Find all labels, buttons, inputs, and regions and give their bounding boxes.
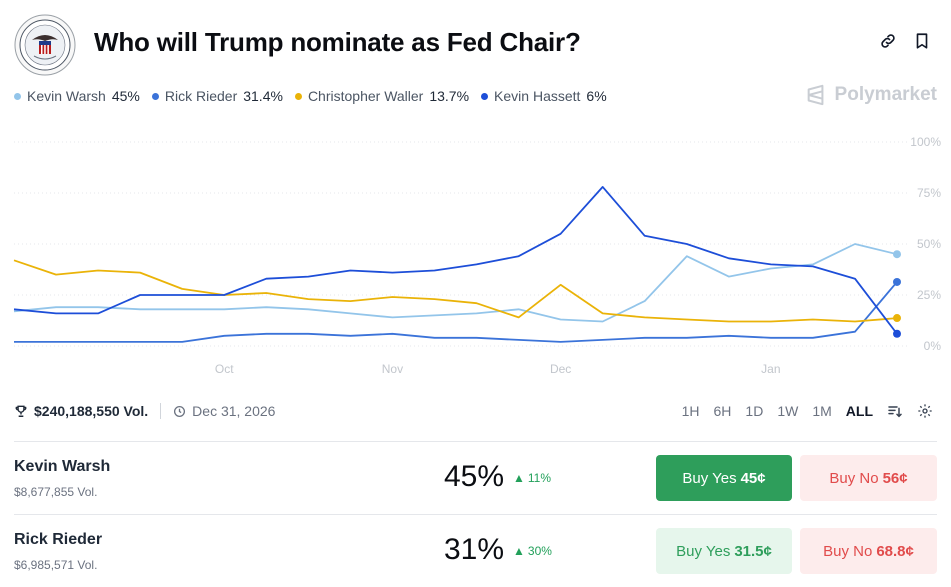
buy-no-button[interactable]: Buy No 68.8¢: [800, 528, 937, 574]
outcome-change-value: 30%: [527, 544, 552, 558]
bookmark-button[interactable]: [911, 30, 933, 52]
outcome-volume: $6,985,571 Vol.: [14, 558, 98, 572]
legend-dot: [481, 92, 489, 100]
triangle-up-icon: ▲: [513, 544, 525, 558]
top-actions: [877, 30, 933, 52]
range-6h[interactable]: 6H: [713, 403, 732, 419]
series-end-dot-christopher-waller: [893, 314, 901, 323]
buy-yes-label: Buy Yes: [682, 469, 737, 487]
chart-legend: Kevin Warsh 45% Rick Rieder 31.4% Christ…: [14, 88, 607, 104]
clock-icon: [174, 405, 186, 417]
legend-dot: [14, 92, 21, 100]
legend-name: Kevin Warsh: [27, 88, 106, 104]
outcome-name[interactable]: Rick Rieder: [14, 531, 103, 548]
settings-gear-icon[interactable]: [917, 403, 933, 419]
end-date-text: Dec 31, 2026: [192, 403, 276, 419]
sort-icon[interactable]: [887, 403, 903, 419]
price-history-chart[interactable]: 100% 75% 50% 25% 0% Oct Nov Dec Jan: [0, 128, 951, 378]
x-tick-label: Dec: [550, 362, 571, 376]
divider: [160, 403, 162, 419]
end-date: Dec 31, 2026: [173, 403, 275, 419]
series-line-christopher-waller: [13, 259, 898, 323]
total-volume: $240,188,550 Vol.: [14, 403, 148, 419]
legend-name: Kevin Hassett: [494, 88, 581, 104]
buy-yes-label: Buy Yes: [676, 542, 731, 560]
y-tick-label: 50%: [917, 237, 941, 251]
legend-item-hassett[interactable]: Kevin Hassett 6%: [481, 88, 607, 104]
buy-yes-price: 31.5¢: [734, 542, 772, 560]
buy-no-price: 56¢: [882, 469, 908, 487]
legend-item-waller[interactable]: Christopher Waller 13.7%: [294, 88, 470, 104]
outcome-change: ▲ 30%: [513, 544, 552, 558]
range-all[interactable]: ALL: [845, 403, 873, 419]
outcome-volume: $8,677,855 Vol.: [14, 485, 98, 499]
y-tick-label: 75%: [917, 186, 941, 200]
triangle-up-icon: ▲: [513, 471, 525, 485]
legend-name: Christopher Waller: [307, 88, 424, 104]
legend-item-rieder[interactable]: Rick Rieder 31.4%: [151, 88, 283, 104]
series-end-dot-kevin-warsh: [893, 250, 901, 259]
range-1h[interactable]: 1H: [681, 403, 700, 419]
legend-item-warsh[interactable]: Kevin Warsh 45%: [14, 88, 140, 104]
range-1m[interactable]: 1M: [812, 403, 832, 419]
link-icon: [881, 34, 895, 48]
buy-yes-button[interactable]: Buy Yes 45¢: [656, 455, 792, 501]
market-meta: $240,188,550 Vol. Dec 31, 2026 1H 6H 1D …: [14, 400, 933, 422]
federal-reserve-seal: [14, 14, 76, 76]
buy-yes-button[interactable]: Buy Yes 31.5¢: [656, 528, 792, 574]
x-tick-label: Oct: [215, 362, 234, 376]
buy-yes-price: 45¢: [740, 469, 766, 487]
x-tick-label: Nov: [382, 362, 403, 376]
page-title: Who will Trump nominate as Fed Chair?: [94, 27, 581, 57]
outcome-change: ▲ 11%: [513, 471, 551, 485]
legend-dot: [294, 92, 302, 100]
buy-no-button[interactable]: Buy No 56¢: [800, 455, 937, 501]
legend-value: 31.4%: [243, 88, 283, 104]
range-1w[interactable]: 1W: [777, 403, 799, 419]
series-end-dot-rick-rieder: [893, 277, 901, 286]
legend-value: 6%: [586, 88, 607, 104]
x-tick-label: Jan: [761, 362, 780, 376]
y-tick-label: 25%: [917, 288, 941, 302]
buy-no-label: Buy No: [829, 469, 879, 487]
polymarket-logo: Polymarket: [805, 84, 937, 106]
y-tick-label: 0%: [924, 339, 942, 353]
series-line-rick-rieder: [14, 281, 898, 343]
series-end-dot-kevin-hassett: [893, 329, 901, 338]
time-range-selector: 1H 6H 1D 1W 1M ALL: [682, 403, 933, 419]
brand-name: Polymarket: [834, 84, 937, 105]
outcome-name[interactable]: Kevin Warsh: [14, 458, 111, 475]
buy-no-price: 68.8¢: [876, 542, 914, 560]
copy-link-button[interactable]: [877, 30, 899, 52]
legend-name: Rick Rieder: [164, 88, 238, 104]
trophy-icon: [15, 405, 27, 417]
range-1d[interactable]: 1D: [745, 403, 764, 419]
legend-dot: [151, 92, 159, 100]
outcome-row-warsh: Kevin Warsh $8,677,855 Vol. 45% ▲ 11% Bu…: [14, 441, 937, 513]
buy-no-label: Buy No: [823, 542, 873, 560]
outcome-change-value: 11%: [527, 471, 552, 485]
y-tick-label: 100%: [910, 135, 941, 149]
outcome-probability: 45%: [444, 460, 505, 493]
outcome-row-rieder: Rick Rieder $6,985,571 Vol. 31% ▲ 30% Bu…: [14, 514, 937, 586]
legend-value: 45%: [111, 88, 140, 104]
bookmark-icon: [916, 33, 928, 49]
polymarket-logo-icon: [807, 84, 823, 106]
series-line-kevin-hassett: [13, 186, 898, 335]
total-volume-text: $240,188,550 Vol.: [34, 403, 149, 419]
outcome-probability: 31%: [444, 533, 505, 566]
series-line-kevin-warsh: [13, 243, 898, 323]
legend-value: 13.7%: [429, 88, 470, 104]
